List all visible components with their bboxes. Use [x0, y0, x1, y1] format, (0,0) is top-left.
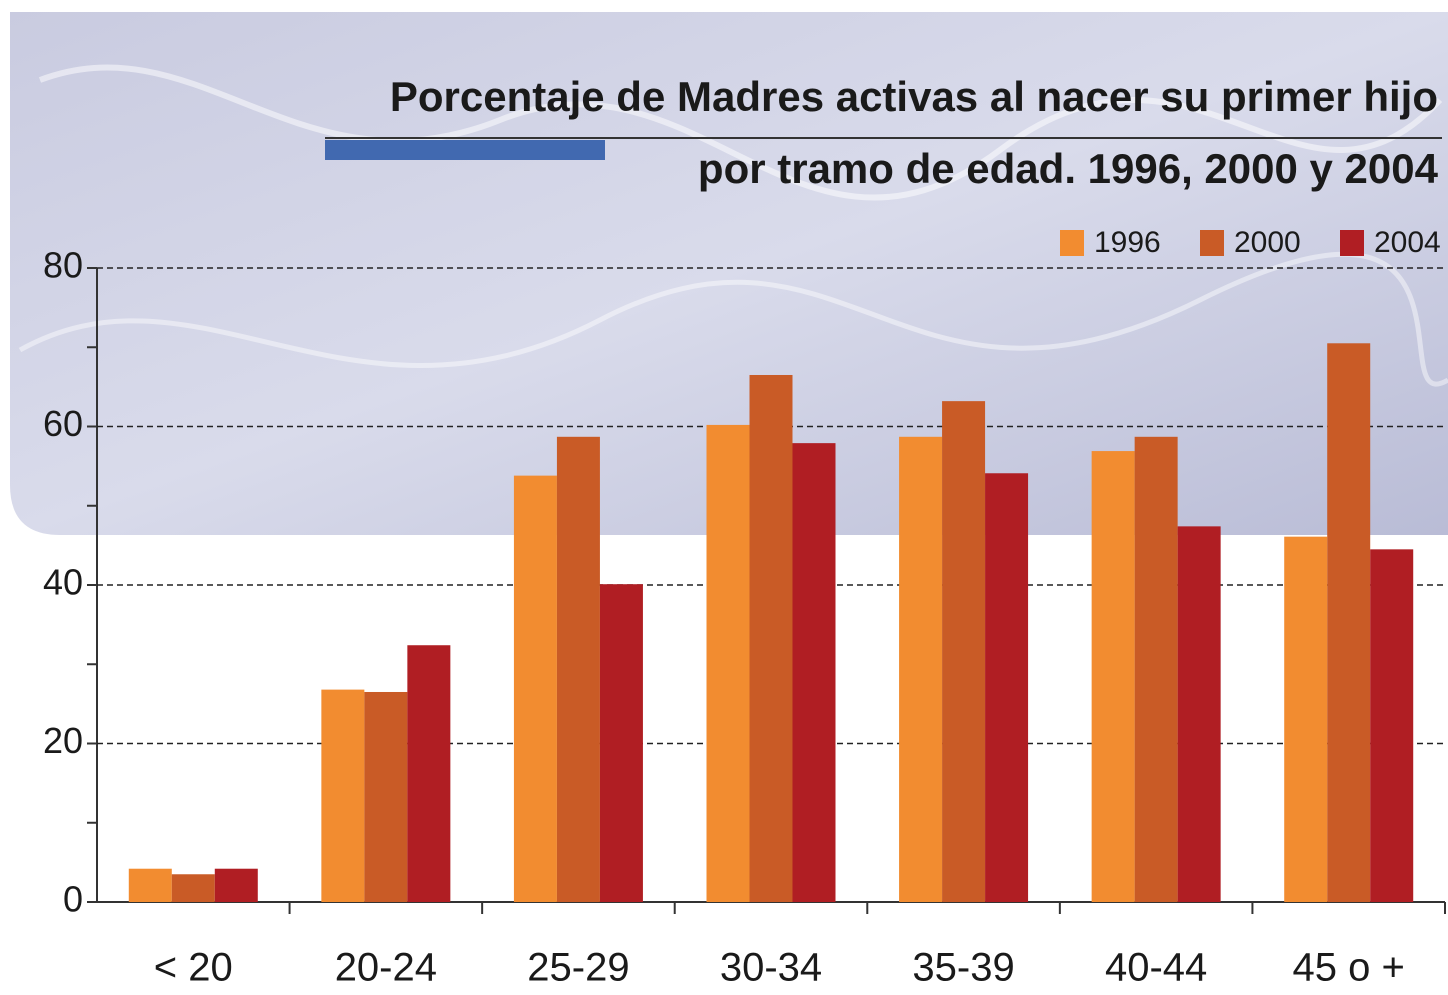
bar — [985, 473, 1029, 902]
y-tick-label: 80 — [43, 245, 83, 286]
bar — [407, 645, 451, 902]
legend-swatch — [1340, 230, 1364, 256]
bar — [556, 436, 600, 902]
x-tick-label: < 20 — [154, 946, 233, 990]
bar — [792, 443, 836, 902]
x-tick-label: 20-24 — [335, 946, 437, 990]
x-tick-label: 35-39 — [912, 946, 1014, 990]
bar — [1134, 436, 1178, 902]
bar — [942, 401, 986, 902]
bar — [1284, 536, 1328, 902]
legend-swatch — [1060, 230, 1084, 256]
legend-label: 2004 — [1374, 226, 1441, 259]
bar — [899, 436, 943, 902]
chart-subtitle: por tramo de edad. 1996, 2000 y 2004 — [698, 145, 1439, 192]
legend-label: 2000 — [1234, 226, 1301, 259]
decoration — [38, 64, 1443, 201]
decoration — [18, 251, 1448, 387]
legend-label: 1996 — [1094, 226, 1161, 259]
x-tick-label: 30-34 — [720, 946, 822, 990]
bar — [128, 868, 172, 902]
bar — [321, 689, 365, 902]
y-tick-label: 40 — [43, 562, 83, 603]
bar — [1091, 451, 1135, 902]
chart-title: Porcentaje de Madres activas al nacer su… — [390, 73, 1438, 120]
y-tick-label: 60 — [43, 403, 83, 444]
title-accent — [325, 140, 605, 160]
bar — [706, 424, 750, 902]
y-tick-label: 20 — [43, 720, 83, 761]
bar — [364, 691, 408, 902]
bar — [1370, 549, 1414, 902]
bar — [1327, 343, 1371, 903]
x-tick-label: 45 o + — [1293, 946, 1405, 990]
bar — [171, 874, 215, 902]
x-tick-label: 40-44 — [1105, 946, 1207, 990]
legend-swatch — [1200, 230, 1224, 256]
bar — [1177, 526, 1221, 902]
bar — [599, 584, 643, 902]
bar — [513, 475, 557, 902]
bar — [214, 868, 258, 902]
y-tick-label: 0 — [63, 879, 83, 920]
x-tick-label: 25-29 — [527, 946, 629, 990]
bar — [749, 374, 793, 902]
